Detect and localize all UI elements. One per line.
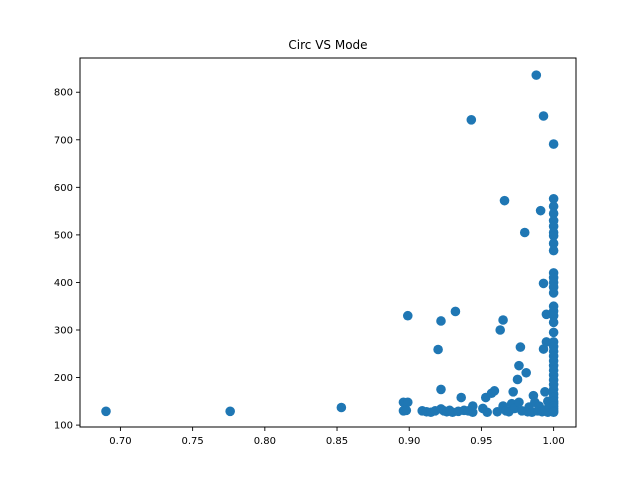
x-tick-label: 0.90 [398,436,420,447]
data-point [548,238,559,249]
x-tick-label: 0.95 [470,436,492,447]
data-point [548,201,559,212]
y-tick-label: 100 [54,421,73,432]
data-point [512,374,523,385]
y-tick-label: 600 [54,183,73,194]
x-tick-label: 0.85 [326,436,348,447]
data-point [538,278,549,289]
x-tick-label: 0.75 [181,436,203,447]
data-point [519,227,530,238]
data-point [508,387,518,397]
x-tick-label: 0.70 [109,436,131,447]
data-point [541,337,552,347]
y-tick-label: 800 [54,88,73,99]
data-point [456,392,467,403]
x-axis: 0.70 0.75 0.80 0.85 0.90 0.95 1.00 [109,427,565,447]
data-point [402,310,413,321]
data-point [225,406,235,417]
y-tick-label: 300 [54,325,73,336]
data-point [521,367,531,378]
data-point [499,195,510,206]
data-point [489,386,500,396]
points-layer [101,70,559,418]
data-point [436,316,446,326]
data-point [548,327,559,338]
data-point [535,205,546,216]
data-point [467,401,478,411]
x-tick-label: 0.80 [254,436,276,447]
data-point [548,317,559,328]
data-point [433,344,443,355]
data-point [548,407,559,418]
data-point [548,208,559,219]
data-point [548,193,559,204]
data-point [541,309,552,320]
y-tick-label: 400 [54,278,73,289]
plot-area-frame [79,57,577,428]
data-point [548,245,559,256]
data-point [548,288,559,298]
data-point [548,310,559,321]
data-point [495,325,505,335]
data-point [482,407,493,418]
data-point [402,397,413,408]
data-point [450,306,461,317]
data-point [466,115,477,125]
data-point [540,387,550,397]
data-point [514,360,524,371]
data-point [498,315,508,325]
x-tick-label: 1.00 [542,436,564,447]
chart-title: Circ VS Mode [288,38,367,52]
y-tick-label: 200 [54,373,73,384]
y-tick-label: 500 [54,230,73,241]
data-point [548,139,559,149]
y-tick-label: 700 [54,135,73,146]
data-point [538,111,549,121]
data-point [514,397,524,408]
data-point [101,406,111,417]
data-point [401,405,412,416]
data-point [515,342,526,352]
data-point [336,402,347,413]
y-axis: 100 200 300 400 500 600 700 800 [54,88,80,432]
data-point [548,231,559,241]
data-point [531,70,542,80]
data-point [436,384,446,395]
